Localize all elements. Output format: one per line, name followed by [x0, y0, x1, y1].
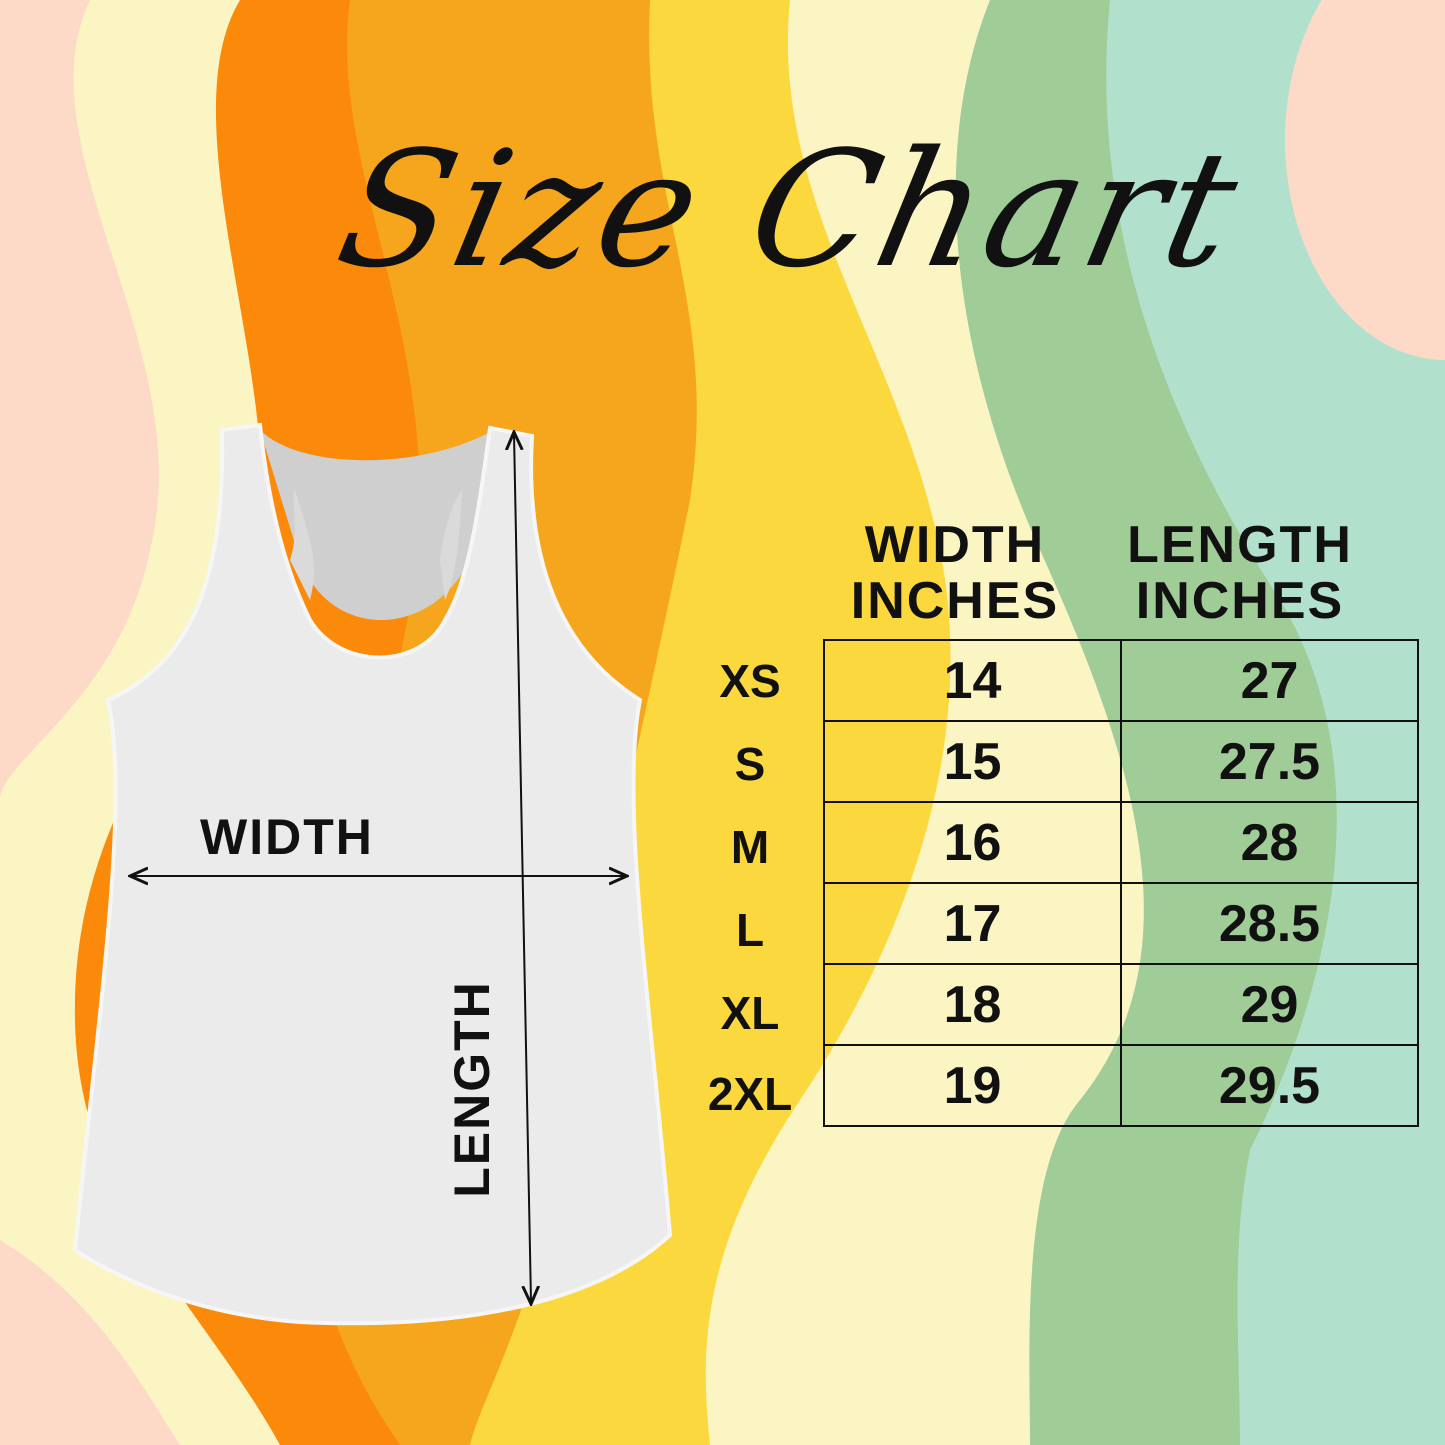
racerback-straps [290, 490, 462, 600]
header-width-line1: WIDTH [864, 516, 1046, 574]
header-width-line2: INCHES [850, 572, 1060, 630]
width-cell: 17 [823, 882, 1122, 965]
header-length: LENGTH INCHES [1115, 517, 1365, 629]
table-row: 16 28 [823, 801, 1419, 884]
width-cell: 18 [823, 963, 1122, 1046]
size-label: XS [719, 655, 781, 707]
size-label: L [735, 904, 765, 956]
length-cell: 29 [1120, 963, 1419, 1046]
tank-top-back [260, 430, 490, 620]
width-cell: 15 [823, 720, 1122, 803]
table-row: 17 28.5 [823, 882, 1419, 965]
table-row: 18 29 [823, 963, 1419, 1046]
header-width: WIDTH INCHES [830, 517, 1080, 629]
header-length-line1: LENGTH [1127, 516, 1353, 574]
width-cell: 14 [823, 639, 1122, 722]
length-cell: 29.5 [1120, 1044, 1419, 1127]
table-row: 14 27 [823, 639, 1419, 722]
size-label: XL [720, 987, 780, 1039]
length-arrow [514, 434, 531, 1302]
length-cell: 27.5 [1120, 720, 1419, 803]
width-cell: 16 [823, 801, 1122, 884]
corner-peach [1285, 0, 1445, 360]
length-cell: 27 [1120, 639, 1419, 722]
length-cell: 28.5 [1120, 882, 1419, 965]
size-table: 14 27 15 27.5 16 28 17 28.5 18 29 19 29.5 [823, 639, 1419, 1127]
size-label: 2XL [707, 1068, 793, 1120]
length-label: LENGTH [444, 980, 500, 1198]
length-cell: 28 [1120, 801, 1419, 884]
header-length-line2: INCHES [1135, 572, 1345, 630]
table-row: 15 27.5 [823, 720, 1419, 803]
table-row: 19 29.5 [823, 1044, 1419, 1127]
width-cell: 19 [823, 1044, 1122, 1127]
size-label: M [730, 821, 770, 873]
size-label: S [734, 738, 766, 790]
width-label: WIDTH [200, 809, 374, 865]
